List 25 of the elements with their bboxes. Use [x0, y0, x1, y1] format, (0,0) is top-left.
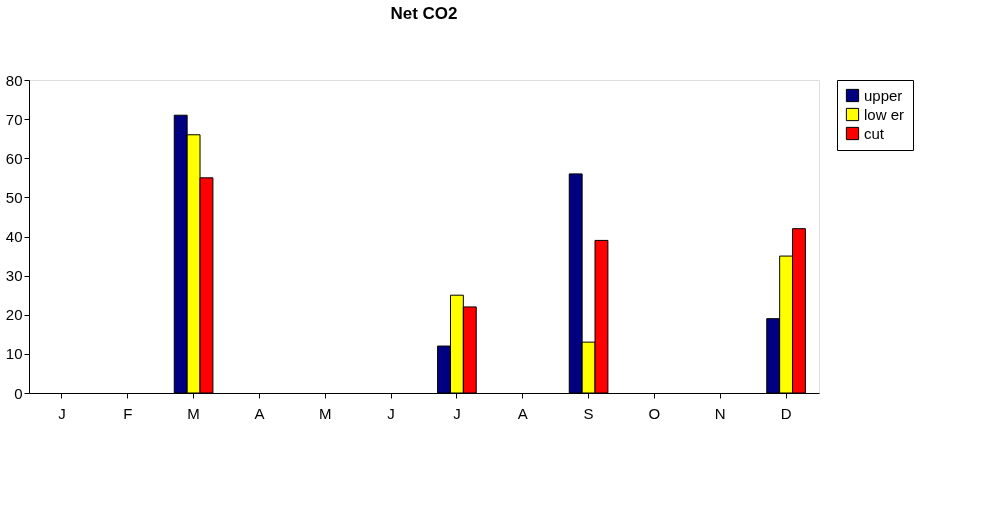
x-tick-label: F [123, 404, 133, 422]
legend-label: upper [864, 86, 903, 104]
y-tick-label: 80 [5, 71, 23, 89]
y-tick-label: 50 [5, 188, 23, 206]
x-tick-label: A [517, 404, 528, 422]
x-tick-label: D [780, 404, 792, 422]
legend-label: cut [864, 124, 885, 142]
x-tick-label: A [254, 404, 265, 422]
x-tick-label: M [187, 404, 200, 422]
x-tick-label: J [387, 404, 395, 422]
x-tick-label: J [453, 404, 461, 422]
y-tick-label: 70 [5, 110, 23, 128]
x-tick-label: M [319, 404, 332, 422]
x-tick-label: N [714, 404, 726, 422]
y-tick-label: 0 [14, 384, 23, 402]
x-tick-label: S [583, 404, 594, 422]
chart-title: Net CO2 [390, 4, 458, 23]
x-tick-label: O [648, 404, 661, 422]
legend-label: low er [864, 105, 905, 123]
x-tick-label: J [58, 404, 66, 422]
y-tick-label: 60 [5, 149, 23, 167]
y-tick-label: 30 [5, 267, 23, 285]
y-tick-label: 20 [5, 306, 23, 324]
y-tick-label: 40 [5, 228, 23, 245]
y-tick-label: 10 [5, 345, 23, 363]
